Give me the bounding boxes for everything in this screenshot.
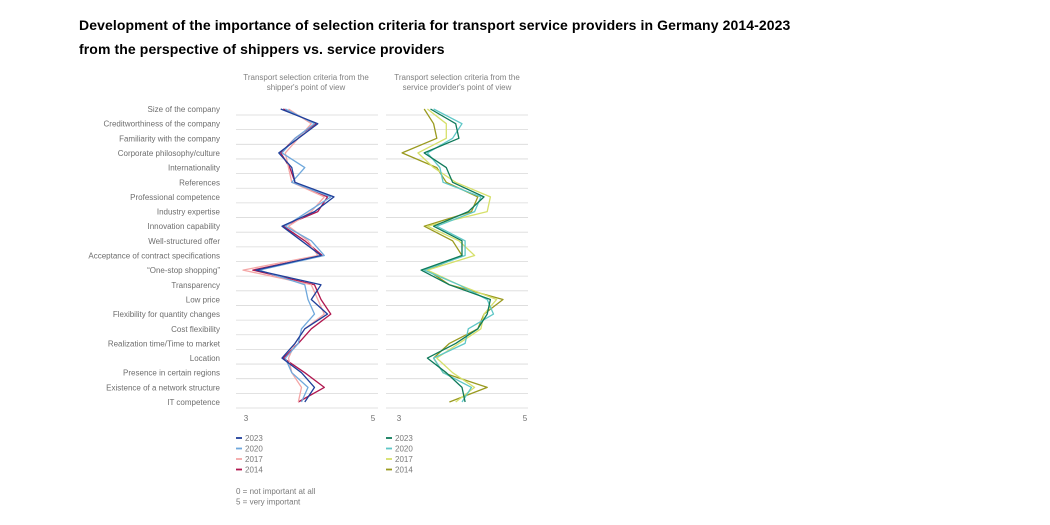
tick-label: 5 (371, 414, 376, 423)
panel-title: service provider's point of view (403, 83, 512, 92)
category-label: Cost flexibility (171, 325, 220, 334)
legend-label: 2017 (245, 455, 263, 464)
panel-2: Transport selection criteria from theser… (386, 73, 528, 475)
category-label: “One-stop shopping” (147, 266, 220, 275)
series-line-2017 (417, 108, 498, 403)
category-label: Innovation capability (148, 222, 221, 231)
tick-label: 5 (523, 414, 528, 423)
legend-label: 2014 (245, 466, 263, 475)
legend-label: 2023 (245, 434, 263, 443)
series-line-2020 (423, 108, 495, 403)
category-label: IT competence (167, 398, 220, 407)
category-label: Existence of a network structure (106, 383, 220, 392)
category-label: Low price (186, 295, 221, 304)
legend-label: 2014 (395, 466, 413, 475)
category-label: Well-structured offer (148, 237, 220, 246)
legend-label: 2017 (395, 455, 413, 464)
category-label: Transparency (171, 281, 220, 290)
category-labels: Size of the company Creditworthiness of t… (88, 105, 220, 407)
series-line-2017 (242, 108, 325, 403)
category-label: Size of the company (148, 105, 220, 114)
category-label: Internationality (168, 164, 220, 173)
tick-label: 3 (397, 414, 402, 423)
category-label: Professional competence (130, 193, 220, 202)
category-label: Presence in certain regions (123, 369, 220, 378)
scale-note-line: 5 = very important (236, 498, 301, 507)
category-label: Acceptance of contract specifications (88, 252, 220, 261)
category-label: Creditworthiness of the company (104, 120, 221, 129)
legend-label: 2020 (245, 445, 263, 454)
series-line-2014 (401, 108, 504, 403)
panel-1: Transport selection criteria from theshi… (236, 73, 378, 475)
chart-title-line-1: Development of the importance of selecti… (79, 17, 791, 33)
panel-title: Transport selection criteria from the (243, 73, 369, 82)
category-label: References (179, 178, 220, 187)
category-label: Corporate philosophy/culture (118, 149, 221, 158)
category-label: Realization time/Time to market (108, 339, 221, 348)
chart-title-line-2: from the perspective of shippers vs. ser… (79, 41, 445, 57)
series-line-2023 (420, 108, 492, 403)
legend-label: 2020 (395, 445, 413, 454)
category-label: Location (190, 354, 220, 363)
panel-title: Transport selection criteria from the (394, 73, 520, 82)
panel-title: shipper's point of view (267, 83, 346, 92)
category-label: Familiarity with the company (119, 134, 220, 143)
series-line-2023 (255, 108, 335, 403)
series-line-2020 (258, 108, 332, 403)
category-label: Flexibility for quantity changes (113, 310, 220, 319)
tick-label: 3 (244, 414, 249, 423)
scale-note-line: 0 = not important at all (236, 487, 316, 496)
legend-label: 2023 (395, 434, 413, 443)
chart-panels: Transport selection criteria from theshi… (236, 73, 528, 475)
category-label: Industry expertise (157, 208, 221, 217)
scale-note: 0 = not important at all 5 = very importa… (236, 487, 316, 507)
